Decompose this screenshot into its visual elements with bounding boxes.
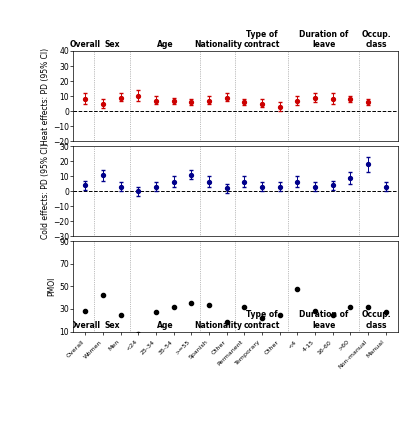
Y-axis label: PMOI: PMOI xyxy=(47,277,56,296)
Text: Age: Age xyxy=(156,321,173,330)
Text: Overall: Overall xyxy=(70,40,101,49)
Text: Occup.
class: Occup. class xyxy=(361,310,390,330)
Text: Nationality: Nationality xyxy=(193,40,241,49)
Text: Occup.
class: Occup. class xyxy=(361,30,390,49)
Text: Nationality: Nationality xyxy=(193,321,241,330)
Text: Sex: Sex xyxy=(104,40,119,49)
Text: Duration of
leave: Duration of leave xyxy=(298,30,347,49)
Y-axis label: Heat effects: PD (95% CI): Heat effects: PD (95% CI) xyxy=(41,48,50,145)
Text: Sex: Sex xyxy=(104,321,119,330)
Y-axis label: Cold effects: PD (95% CI): Cold effects: PD (95% CI) xyxy=(41,143,50,239)
Text: Duration of
leave: Duration of leave xyxy=(298,310,347,330)
Text: Type of
contract: Type of contract xyxy=(243,30,279,49)
Text: Overall: Overall xyxy=(70,321,101,330)
Text: Type of
contract: Type of contract xyxy=(243,310,279,330)
Text: Age: Age xyxy=(156,40,173,49)
